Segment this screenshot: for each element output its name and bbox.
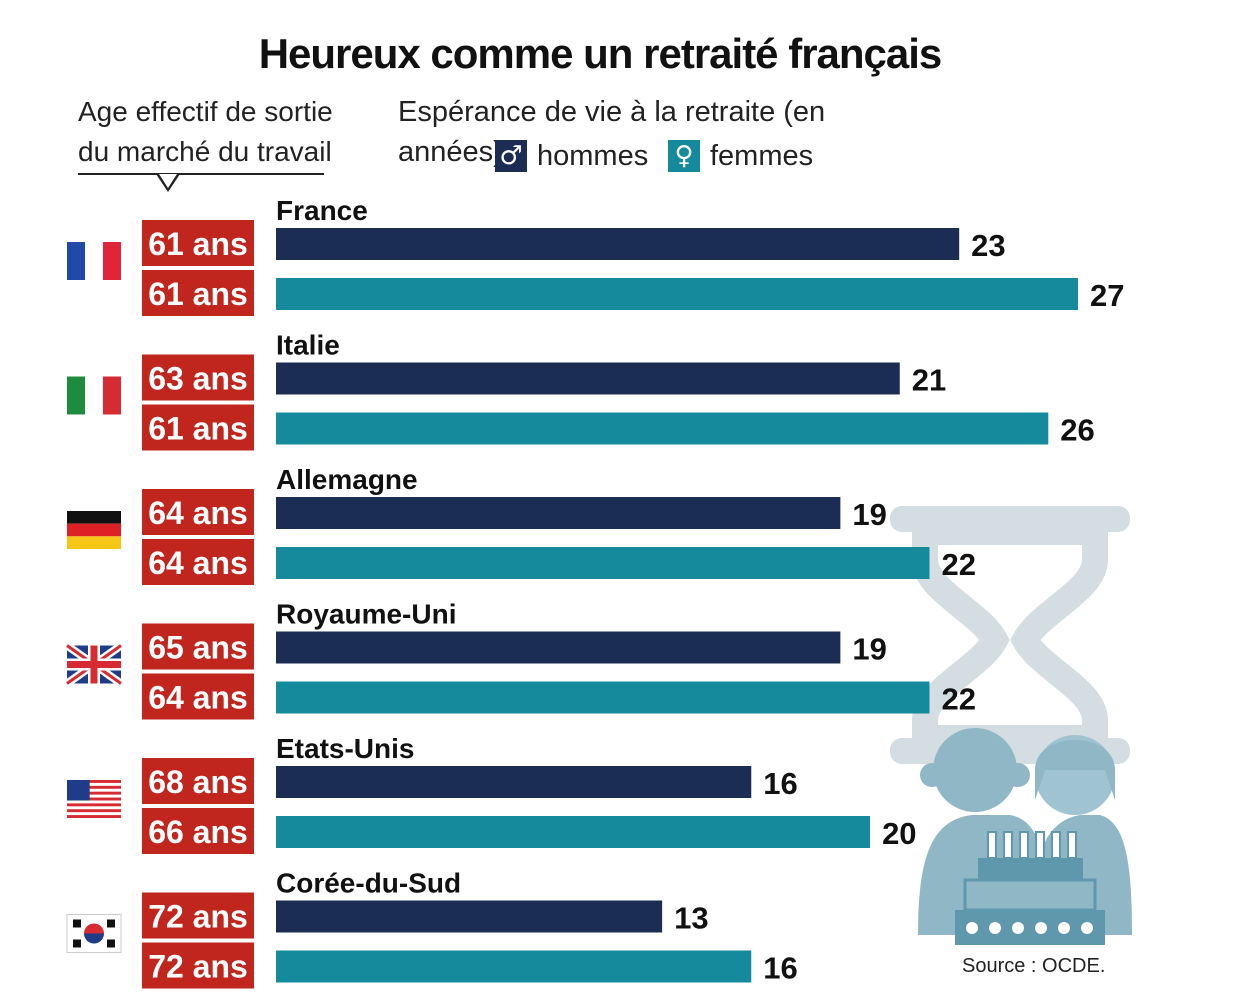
bar-value-label: 21 bbox=[912, 363, 946, 398]
exit-age-badge bbox=[142, 354, 254, 401]
category-group-coree-du-sud: Corée-du-Sud 13 72 ans 16 72 ans bbox=[66, 868, 798, 989]
age-header: Age effectif de sortie du marché du trav… bbox=[78, 96, 333, 167]
legend-men-label: hommes bbox=[537, 139, 649, 172]
exit-age-label: 72 ans bbox=[148, 949, 248, 985]
bar-value-label: 16 bbox=[763, 951, 797, 986]
exit-age-badge bbox=[142, 404, 254, 451]
bar-femmes bbox=[276, 278, 1078, 310]
bar-value-label: 22 bbox=[941, 547, 975, 582]
exit-age-label: 61 ans bbox=[148, 226, 248, 262]
exit-age-badge bbox=[142, 220, 254, 266]
birthday-cake-icon bbox=[955, 831, 1105, 945]
chart-title: Heureux comme un retraité français bbox=[258, 30, 943, 77]
bar-value-label: 16 bbox=[763, 766, 797, 801]
bar-femmes bbox=[276, 816, 871, 848]
age-header-pointer-fill bbox=[159, 174, 177, 188]
bar-hommes bbox=[276, 362, 900, 395]
category-label: France bbox=[276, 195, 368, 226]
bar-femmes bbox=[276, 547, 930, 579]
bar-value-label: 23 bbox=[971, 228, 1005, 263]
bar-hommes bbox=[276, 228, 960, 260]
exit-age-label: 66 ans bbox=[148, 814, 248, 850]
legend-women-label: femmes bbox=[710, 139, 814, 172]
bar-hommes bbox=[276, 900, 663, 933]
exit-age-label: 68 ans bbox=[148, 764, 248, 800]
exit-age-badge bbox=[142, 489, 254, 535]
bar-value-label: 20 bbox=[882, 816, 916, 851]
exit-age-badge bbox=[142, 673, 254, 720]
legend-men: ♂ hommes bbox=[495, 138, 648, 174]
flag-italy-icon bbox=[67, 376, 121, 415]
category-group-france: France 23 61 ans 27 61 ans bbox=[67, 195, 1124, 316]
category-label: Italie bbox=[276, 330, 340, 361]
bar-value-label: 19 bbox=[852, 632, 886, 667]
category-label: Allemagne bbox=[276, 464, 418, 495]
female-symbol-icon: ♀ bbox=[668, 140, 700, 172]
life-expectancy-header: Espérance de vie à la retraite (en année… bbox=[398, 96, 826, 168]
exit-age-label: 61 ans bbox=[148, 411, 248, 447]
bar-value-label: 26 bbox=[1060, 413, 1094, 448]
category-group-allemagne: Allemagne 19 64 ans 22 64 ans bbox=[67, 464, 976, 585]
category-label: Corée-du-Sud bbox=[276, 868, 461, 899]
category-label: Royaume-Uni bbox=[276, 599, 456, 630]
bar-femmes bbox=[276, 950, 752, 983]
bar-femmes bbox=[276, 681, 930, 714]
exit-age-label: 61 ans bbox=[148, 276, 248, 312]
exit-age-badge bbox=[142, 892, 254, 939]
source-note: Source : OCDE. bbox=[962, 955, 1106, 977]
flag-south-korea-icon bbox=[66, 914, 122, 953]
exit-age-label: 64 ans bbox=[148, 545, 248, 581]
exit-age-badge bbox=[142, 808, 254, 854]
bar-value-label: 19 bbox=[852, 497, 886, 532]
exit-age-badge bbox=[142, 942, 254, 989]
category-group-italie: Italie 21 63 ans 26 61 ans bbox=[67, 330, 1095, 451]
flag-usa-icon bbox=[67, 780, 121, 818]
exit-age-label: 63 ans bbox=[148, 361, 248, 397]
legend-women: ♀ femmes bbox=[668, 138, 813, 174]
flag-uk-icon bbox=[64, 642, 124, 687]
flag-germany-icon bbox=[67, 511, 121, 549]
exit-age-label: 72 ans bbox=[148, 899, 248, 935]
flag-france-icon bbox=[67, 242, 121, 280]
age-header-underline bbox=[78, 173, 324, 175]
category-label: Etats-Unis bbox=[276, 733, 414, 764]
category-group-royaume-uni: Royaume-Uni 19 65 ans 22 64 ans bbox=[64, 599, 976, 720]
exit-age-badge bbox=[142, 539, 254, 585]
bar-hommes bbox=[276, 497, 841, 529]
male-symbol-icon: ♂ bbox=[495, 140, 527, 172]
bar-value-label: 27 bbox=[1090, 278, 1124, 313]
exit-age-badge bbox=[142, 270, 254, 316]
category-group-etats-unis: Etats-Unis 16 68 ans 20 66 ans bbox=[67, 733, 917, 854]
exit-age-badge bbox=[142, 758, 254, 804]
exit-age-label: 64 ans bbox=[148, 680, 248, 716]
exit-age-badge bbox=[142, 623, 254, 670]
bar-femmes bbox=[276, 412, 1049, 445]
exit-age-label: 65 ans bbox=[148, 630, 248, 666]
bar-value-label: 13 bbox=[674, 901, 708, 936]
bar-value-label: 22 bbox=[941, 682, 975, 717]
bar-hommes bbox=[276, 631, 841, 664]
exit-age-label: 64 ans bbox=[148, 495, 248, 531]
bar-hommes bbox=[276, 766, 752, 798]
